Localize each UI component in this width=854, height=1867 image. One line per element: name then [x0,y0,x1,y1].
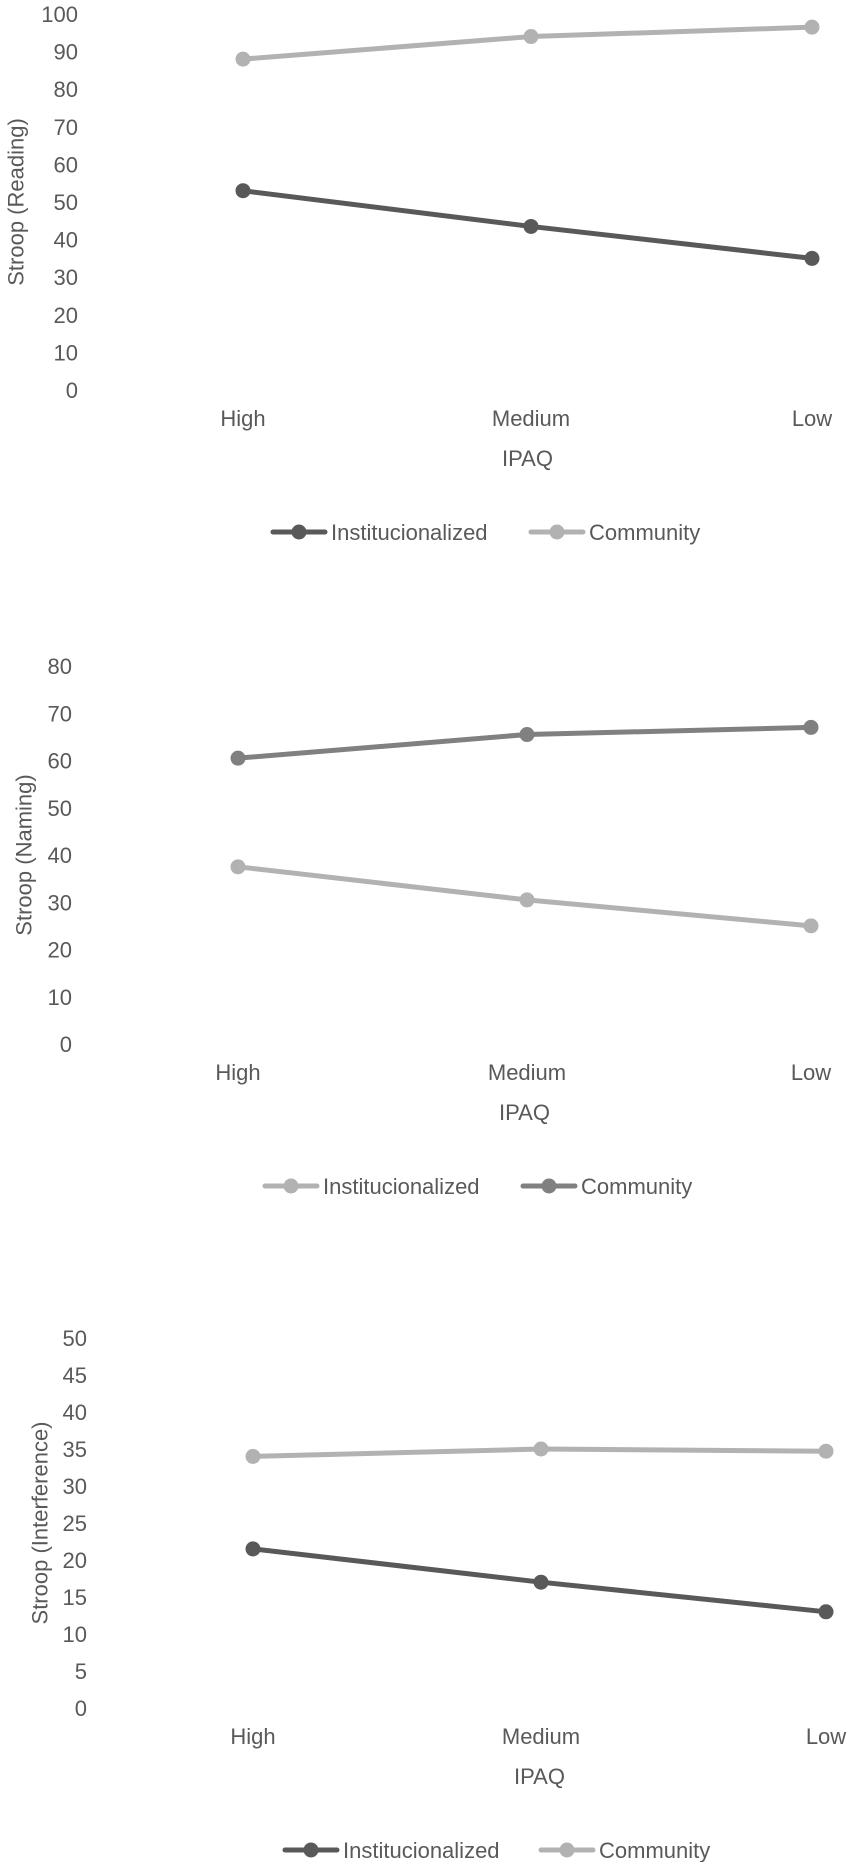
y-tick-label: 45 [63,1363,87,1388]
y-tick-label: 40 [63,1400,87,1425]
x-tick-label: Low [791,1060,831,1085]
y-axis-title: Stroop (Reading) [4,118,29,286]
data-point-institucionalized [245,1541,261,1557]
data-point-institucionalized [235,183,251,199]
y-tick-label: 50 [54,190,78,215]
legend-swatch-marker [541,1178,557,1194]
y-tick-label: 10 [54,340,78,365]
legend-swatch-marker [283,1178,299,1194]
legend-swatch-marker [559,1842,575,1858]
y-tick-label: 90 [54,40,78,65]
x-tick-label: High [220,406,265,431]
y-tick-label: 30 [63,1474,87,1499]
y-tick-label: 60 [48,749,72,774]
data-point-institucionalized [533,1574,549,1590]
x-tick-label: Low [792,406,832,431]
y-tick-label: 35 [63,1437,87,1462]
legend-label: Institucionalized [343,1838,500,1862]
legend-swatch-marker [303,1842,319,1858]
y-tick-label: 10 [63,1622,87,1647]
x-tick-label: High [215,1060,260,1085]
legend-label: Community [599,1838,710,1862]
y-tick-label: 50 [48,796,72,821]
legend-swatch-marker [291,524,307,540]
x-tick-label: Medium [488,1060,566,1085]
y-tick-label: 80 [48,654,72,679]
y-tick-label: 80 [54,77,78,102]
y-tick-label: 20 [48,938,72,963]
data-point-community [519,727,535,743]
y-tick-label: 70 [54,115,78,140]
y-tick-label: 5 [75,1659,87,1684]
data-point-community [523,29,539,45]
legend-label: Community [581,1174,692,1199]
y-axis-title: Stroop (Interference) [28,1422,53,1625]
chart-stroop-naming: 0 10 20 30 40 50 60 70 80 Stroop (Naming) High Medi… [12,654,832,1199]
chart-stroop-reading: 0 10 20 30 40 50 60 70 80 90 100 Stroop (Reading) Hi… [4,2,833,545]
data-point-community [803,719,819,735]
x-tick-label: Medium [502,1724,580,1749]
x-axis-title: IPAQ [502,446,553,471]
y-tick-label: 60 [54,152,78,177]
y-tick-label: 0 [60,1032,72,1057]
legend-swatch-marker [549,524,565,540]
legend-label: Institucionalized [331,520,488,545]
y-tick-label: 30 [54,265,78,290]
data-point-institucionalized [519,892,535,908]
data-point-institucionalized [803,918,819,934]
data-point-community [533,1441,549,1457]
x-tick-label: High [230,1724,275,1749]
x-tick-label: Low [806,1724,846,1749]
x-axis-title: IPAQ [514,1764,565,1789]
y-tick-label: 15 [63,1585,87,1610]
y-axis-title: Stroop (Naming) [12,774,37,935]
chart-stroop-interference: 0 5 10 15 20 25 30 35 40 45 50 Stroop (Interference… [28,1326,847,1863]
data-point-community [245,1448,261,1464]
y-tick-label: 40 [48,843,72,868]
y-tick-label: 20 [63,1548,87,1573]
data-point-community [818,1443,834,1459]
x-axis-title: IPAQ [499,1100,550,1125]
data-point-institucionalized [523,218,539,234]
y-tick-label: 40 [54,228,78,253]
data-point-institucionalized [230,859,246,875]
y-tick-label: 10 [48,985,72,1010]
x-tick-label: Medium [492,406,570,431]
data-point-community [235,51,251,67]
y-tick-label: 0 [66,378,78,403]
y-tick-label: 25 [63,1511,87,1536]
y-tick-label: 30 [48,890,72,915]
y-tick-label: 100 [41,2,78,27]
y-tick-label: 0 [75,1696,87,1721]
y-tick-label: 20 [54,303,78,328]
data-point-community [230,750,246,766]
data-point-institucionalized [818,1604,834,1620]
y-tick-label: 50 [63,1326,87,1351]
data-point-institucionalized [804,250,820,266]
y-tick-label: 70 [48,701,72,726]
data-point-community [804,19,820,35]
legend-label: Institucionalized [323,1174,480,1199]
legend-label: Community [589,520,700,545]
